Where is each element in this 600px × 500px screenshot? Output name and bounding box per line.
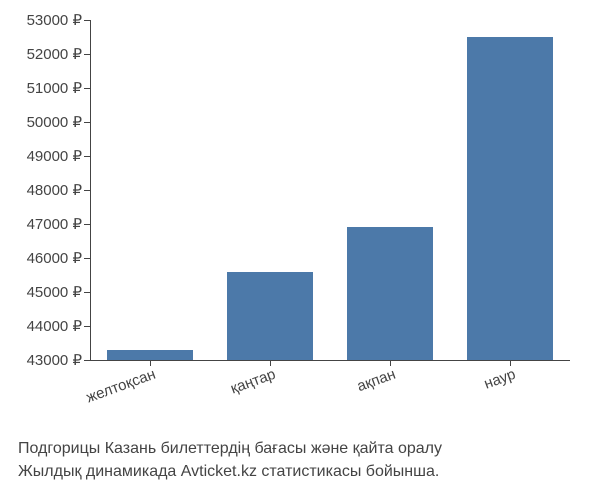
- y-tick-label: 48000 ₽: [27, 181, 82, 199]
- y-tick-label: 53000 ₽: [27, 11, 82, 29]
- y-tick-label: 45000 ₽: [27, 283, 82, 301]
- y-tick-mark: [84, 326, 90, 327]
- bar: [467, 37, 553, 360]
- y-tick-label: 49000 ₽: [27, 147, 82, 165]
- y-tick-label: 44000 ₽: [27, 317, 82, 335]
- bar: [227, 272, 313, 360]
- y-tick-mark: [84, 190, 90, 191]
- y-tick-label: 47000 ₽: [27, 215, 82, 233]
- chart-caption-line2: Жылдық динамикада Avticket.kz статистика…: [18, 463, 439, 481]
- x-axis-line: [90, 360, 570, 361]
- bar: [107, 350, 193, 360]
- y-tick-label: 46000 ₽: [27, 249, 82, 267]
- chart-caption-line1: Подгорицы Казань билеттердің бағасы және…: [18, 440, 442, 458]
- price-chart: 43000 ₽ 44000 ₽ 45000 ₽ 46000 ₽ 47000 ₽ 48000…: [0, 0, 600, 500]
- y-tick-mark: [84, 20, 90, 21]
- y-tick-label: 51000 ₽: [27, 79, 82, 97]
- y-tick-mark: [84, 88, 90, 89]
- y-tick-label: 50000 ₽: [27, 113, 82, 131]
- bar: [347, 227, 433, 360]
- y-tick-mark: [84, 360, 90, 361]
- y-tick-mark: [84, 292, 90, 293]
- y-tick-mark: [84, 54, 90, 55]
- y-tick-mark: [84, 122, 90, 123]
- y-tick-mark: [84, 156, 90, 157]
- y-tick-label: 52000 ₽: [27, 45, 82, 63]
- y-tick-mark: [84, 224, 90, 225]
- y-tick-label: 43000 ₽: [27, 351, 82, 369]
- y-axis-line: [90, 20, 91, 360]
- y-tick-mark: [84, 258, 90, 259]
- plot-area: 43000 ₽44000 ₽45000 ₽46000 ₽47000 ₽48000…: [90, 20, 570, 360]
